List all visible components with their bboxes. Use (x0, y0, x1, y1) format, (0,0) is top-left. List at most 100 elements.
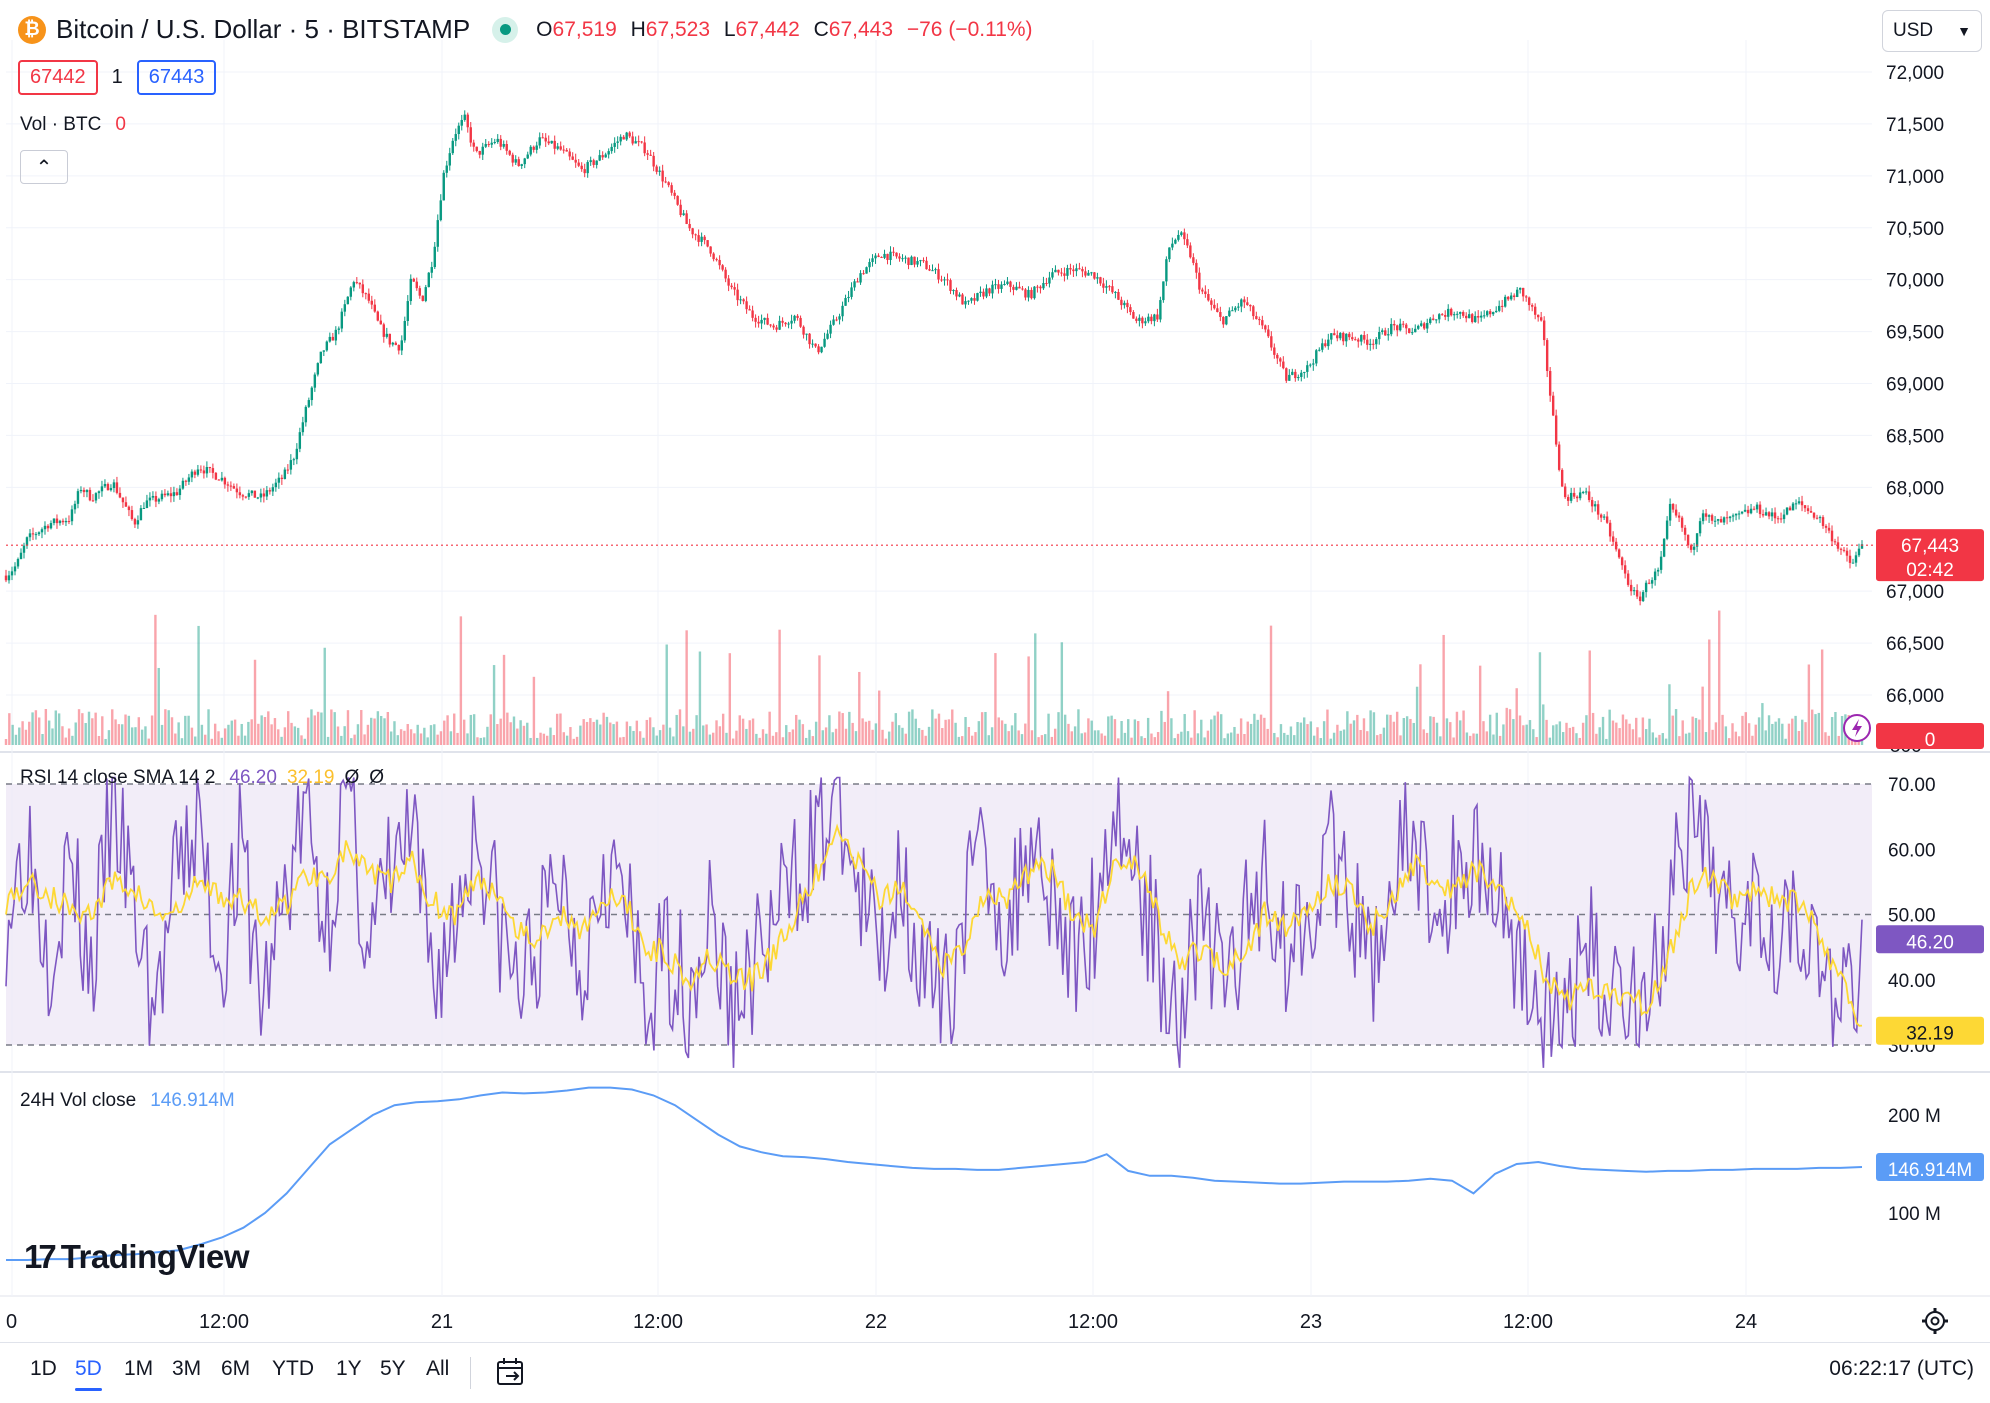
volume-bar (1040, 735, 1044, 745)
volume-bar (1495, 712, 1498, 745)
volume-bar (917, 728, 921, 745)
candle-body (1746, 509, 1750, 514)
volume-bar (449, 731, 453, 745)
chart-grid (0, 40, 1990, 1297)
price-tick-label: 71,000 (1886, 167, 1944, 188)
candle-body (1827, 527, 1831, 531)
volume-legend-label[interactable]: Vol · BTC (20, 114, 102, 135)
range-5d-button[interactable]: 5D (75, 1357, 102, 1391)
candle-body (571, 156, 574, 160)
candle-body (454, 134, 457, 141)
volume-bar (1731, 723, 1734, 745)
time-tick-label: 12:00 (199, 1311, 249, 1333)
volume-bar (124, 714, 127, 745)
volume-bar (980, 712, 984, 745)
range-all-button[interactable]: All (426, 1357, 450, 1380)
volume-bar (539, 732, 542, 745)
gear-icon[interactable] (1920, 1306, 1950, 1336)
volume-bar (399, 729, 403, 745)
volume-bar (658, 730, 662, 745)
candle-body (535, 145, 538, 150)
candle-body (1060, 272, 1063, 274)
volume-bar (1488, 714, 1492, 745)
candle-body (283, 469, 287, 479)
volume-bar (1621, 714, 1625, 745)
candle-body (1444, 315, 1447, 317)
collapse-legend-button[interactable]: ⌃ (20, 150, 68, 184)
candle-body (160, 493, 164, 500)
range-1d-button[interactable]: 1D (30, 1357, 57, 1380)
candle-body (1644, 582, 1648, 593)
volume-bar (642, 737, 645, 745)
buy-price-button[interactable]: 67443 (136, 60, 217, 95)
currency-select[interactable]: USD ▼ (1882, 10, 1982, 52)
candle-body (505, 143, 508, 151)
tradingview-logo[interactable]: 17 TradingView (24, 1238, 250, 1276)
lightning-icon[interactable] (1842, 713, 1872, 743)
candle-body (1225, 316, 1228, 325)
utc-clock[interactable]: 06:22:17 (UTC) (1829, 1357, 1974, 1380)
volume-bar (223, 728, 227, 745)
volume-bar (1585, 715, 1588, 745)
candle-body (1063, 273, 1066, 276)
candle-body (1033, 286, 1036, 299)
volume-bar (1399, 735, 1402, 745)
range-1m-button[interactable]: 1M (124, 1357, 154, 1380)
volume-bar (1837, 735, 1840, 745)
candle-body (1183, 232, 1186, 240)
volume-bar (1840, 715, 1844, 745)
chart-canvas[interactable]: 72,000 71,500 71,000 70,500 70,000 69,500 69,0… (0, 0, 1990, 1340)
volume-bar (446, 715, 449, 745)
volume-bar (1306, 724, 1309, 745)
volume-bar (721, 713, 725, 745)
range-1y-button[interactable]: 1Y (336, 1357, 362, 1380)
volume-bar (456, 732, 459, 745)
range-3m-button[interactable]: 3M (172, 1357, 202, 1380)
volume-bar (140, 729, 144, 745)
candle-body (1497, 305, 1501, 311)
candle-body (1854, 555, 1858, 563)
volume-bar (638, 731, 642, 745)
candle-body (970, 298, 973, 301)
candle-body (763, 317, 766, 320)
volume-bar (257, 723, 260, 745)
candle-body (388, 333, 391, 345)
candle-body (1312, 363, 1315, 365)
candle-body (1779, 518, 1783, 520)
rsi-legend-label[interactable]: RSI 14 close SMA 14 2 (20, 767, 216, 788)
candle-body (607, 151, 610, 155)
range-ytd-button[interactable]: YTD (272, 1357, 314, 1380)
candle-body (496, 138, 499, 142)
bottom-toolbar: 1D 5D 1M 3M 6M YTD 1Y 5Y All 06:22:17 (U… (0, 1342, 1990, 1403)
range-6m-button[interactable]: 6M (221, 1357, 251, 1380)
volume-bar (838, 711, 841, 745)
volume-bar (1336, 724, 1339, 745)
volume-bar (897, 725, 901, 745)
last-price-badge-text: 67,443 (1901, 536, 1959, 557)
candle-body (817, 346, 820, 353)
volume-bar (436, 734, 439, 745)
price-tick-label: 69,000 (1886, 375, 1944, 396)
symbol-title[interactable]: Bitcoin / U.S. Dollar · 5 · BITSTAMP (56, 14, 471, 44)
candle-body (949, 280, 952, 291)
candle-body (682, 213, 685, 216)
vol24-legend-label[interactable]: 24H Vol close (20, 1090, 137, 1111)
volume-bar (712, 732, 715, 745)
candle-body (868, 262, 871, 268)
volume-bar (824, 727, 828, 745)
volume-bar (834, 728, 838, 745)
volume-bar (1369, 710, 1372, 745)
sell-price-button[interactable]: 67442 (18, 60, 98, 95)
candle-body (766, 317, 769, 325)
volume-bar (748, 720, 751, 745)
volume-bar (612, 724, 615, 745)
candle-body (1141, 317, 1144, 324)
candle-body (367, 293, 371, 301)
candle-body (1147, 316, 1150, 322)
calendar-range-icon[interactable] (494, 1355, 528, 1389)
range-5y-button[interactable]: 5Y (380, 1357, 406, 1380)
volume-bar (572, 738, 575, 745)
candle-body (280, 477, 284, 479)
price-tick-label: 70,500 (1886, 219, 1944, 240)
volume-bar (1555, 724, 1558, 745)
